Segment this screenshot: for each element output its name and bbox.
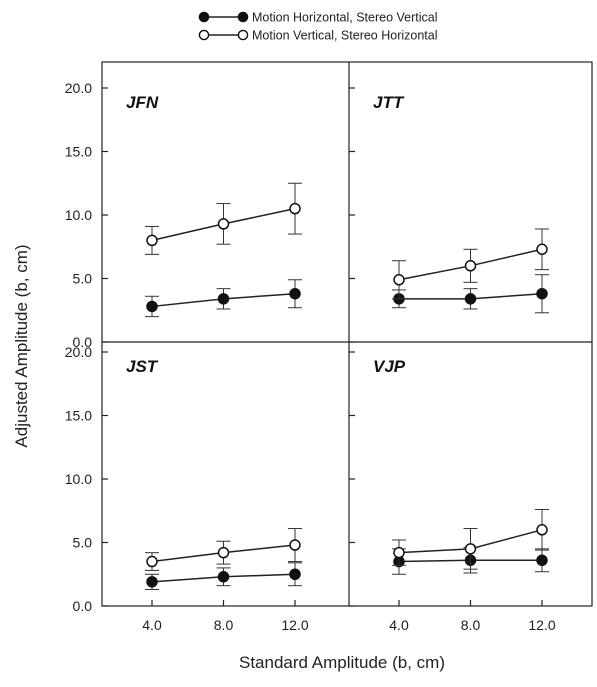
- y-axis-title: Adjusted Amplitude (b, cm): [12, 244, 31, 447]
- y-tick-label: 20.0: [65, 80, 92, 96]
- outer-frame: [101, 61, 593, 607]
- data-point-open: [146, 555, 158, 568]
- data-point-filled: [217, 571, 230, 583]
- x-tick-label: 4.0: [142, 617, 162, 633]
- data-point-open: [536, 524, 548, 536]
- panel-vjp: VJP: [373, 357, 549, 575]
- legend-entry: Motion Horizontal, Stereo Vertical: [252, 11, 438, 25]
- y-tick-label: 10.0: [65, 471, 92, 487]
- data-point-open: [289, 202, 301, 215]
- data-point-filled: [289, 568, 301, 580]
- legend-marker-open: [237, 29, 249, 41]
- x-axis-title: Standard Amplitude (b, cm): [239, 653, 445, 672]
- data-point-filled: [536, 554, 548, 567]
- panel-label: JST: [126, 357, 159, 376]
- data-point-filled: [289, 287, 301, 300]
- y-tick-label: 10.0: [65, 207, 92, 223]
- panel-label: JFN: [126, 93, 159, 112]
- x-tick-label: 12.0: [528, 617, 555, 633]
- data-point-open: [217, 546, 230, 559]
- legend-entry: Motion Vertical, Stereo Horizontal: [252, 29, 438, 43]
- y-tick-label: 0.0: [73, 334, 93, 350]
- data-point-filled: [146, 300, 158, 313]
- x-tick-label: 4.0: [389, 617, 409, 633]
- x-tick-label: 12.0: [281, 617, 308, 633]
- y-tick-label: 5.0: [73, 535, 93, 551]
- data-point-filled: [464, 293, 477, 305]
- panel-jfn: JFN: [126, 93, 302, 318]
- data-point-open: [289, 539, 301, 551]
- data-point-open: [393, 546, 405, 559]
- data-point-open: [464, 543, 477, 555]
- legend-marker-open: [198, 29, 210, 41]
- x-tick-label: 8.0: [214, 617, 234, 633]
- y-tick-label: 15.0: [65, 144, 92, 160]
- panels: JFN JTT JST VJP: [126, 93, 549, 590]
- data-point-open: [217, 218, 230, 230]
- panel-label: JTT: [373, 93, 405, 112]
- panel-label: VJP: [373, 357, 406, 376]
- legend-marker-filled: [198, 11, 210, 23]
- axes: 0.05.010.015.020.00.05.010.015.020.04.0 8…: [65, 80, 556, 633]
- data-point-open: [464, 260, 477, 272]
- legend: Motion Horizontal, Stereo Vertical Motion…: [198, 11, 438, 43]
- data-point-filled: [536, 287, 548, 300]
- y-tick-label: 20.0: [65, 344, 92, 360]
- y-tick-label: 5.0: [73, 271, 93, 287]
- data-point-filled: [217, 293, 230, 305]
- y-tick-label: 0.0: [73, 598, 93, 614]
- legend-marker-filled: [237, 11, 249, 23]
- y-tick-label: 15.0: [65, 408, 92, 424]
- x-tick-label: 8.0: [461, 617, 481, 633]
- panel-jtt: JTT: [373, 93, 549, 314]
- data-point-open: [146, 234, 158, 247]
- data-point-filled: [146, 576, 158, 588]
- data-point-open: [536, 243, 548, 256]
- data-point-open: [393, 274, 405, 286]
- panel-jst: JST: [126, 357, 302, 590]
- panel-frames: [101, 61, 593, 607]
